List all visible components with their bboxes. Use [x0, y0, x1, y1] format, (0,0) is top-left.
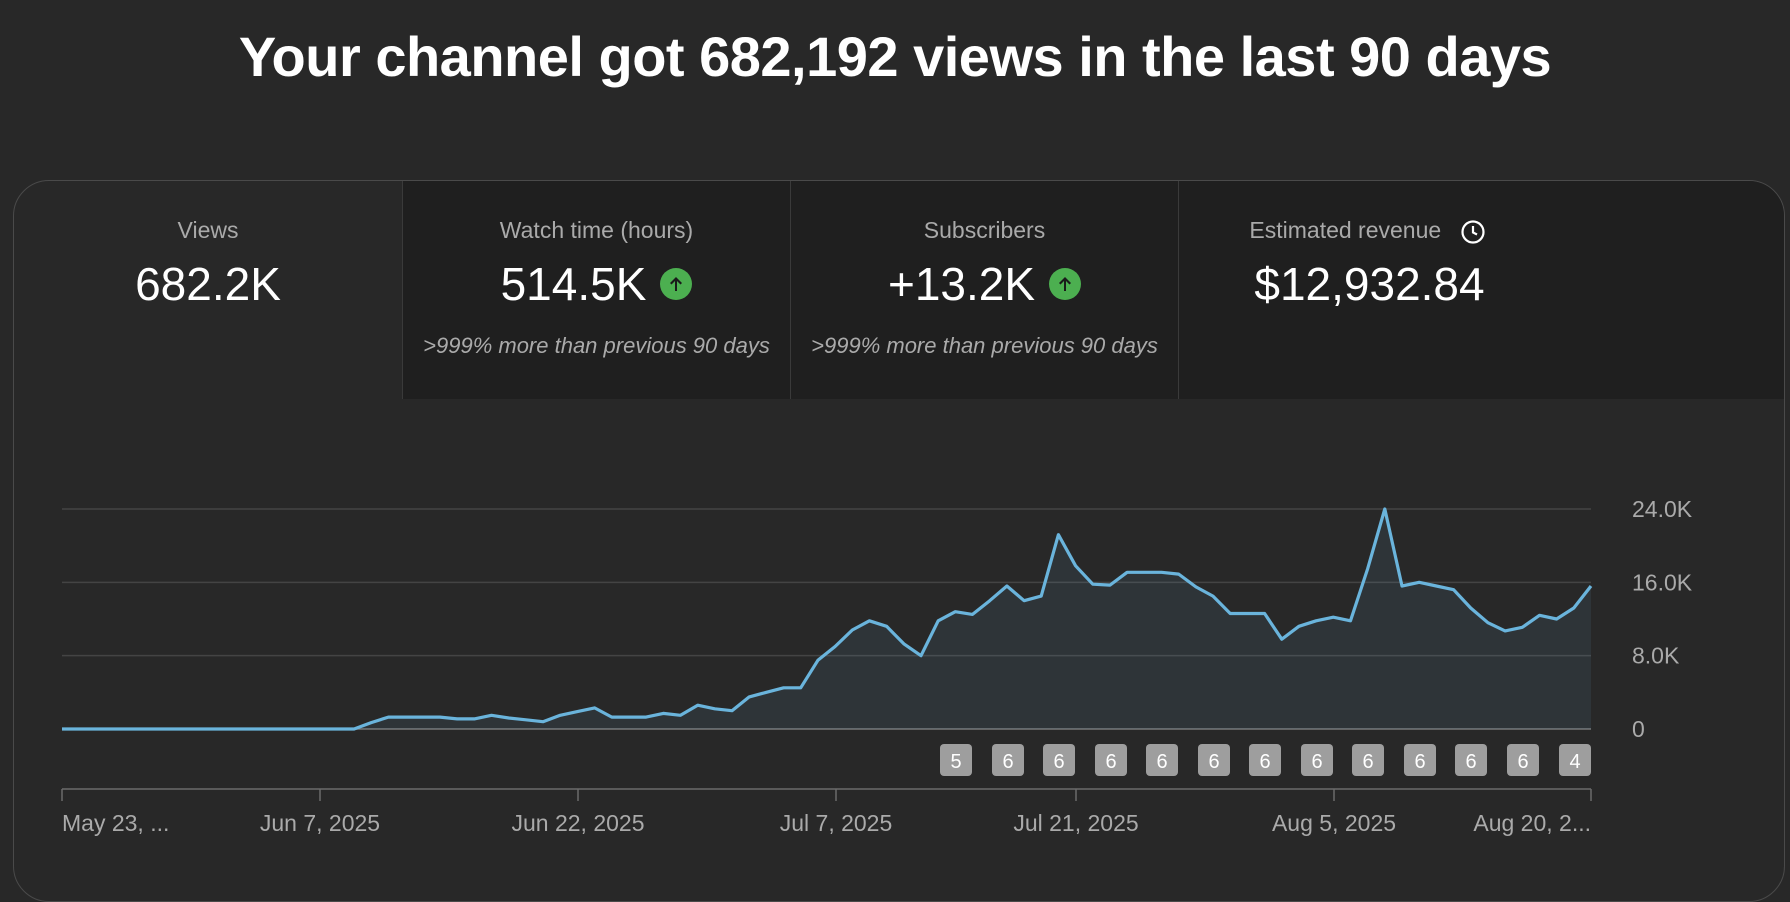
clock-icon[interactable]	[1460, 219, 1486, 245]
badge-box[interactable]	[1301, 744, 1333, 776]
badge-label: 6	[1105, 751, 1116, 773]
y-tick-label: 16.0K	[1632, 569, 1693, 595]
x-tick-label: Aug 5, 2025	[1272, 810, 1396, 836]
publish-count-badge[interactable]: 4	[1559, 744, 1591, 776]
badge-label: 6	[1208, 751, 1219, 773]
metric-comparison-note: >999% more than previous 90 days	[423, 333, 770, 358]
publish-count-badge[interactable]: 6	[1507, 744, 1539, 776]
publish-count-badge[interactable]: 6	[1404, 744, 1436, 776]
x-tick-label: May 23, ...	[62, 810, 169, 836]
x-tick-label: Jun 22, 2025	[511, 810, 644, 836]
badge-box[interactable]	[1146, 744, 1178, 776]
publish-count-badge[interactable]: 6	[1198, 744, 1230, 776]
metric-label: Subscribers	[923, 217, 1046, 243]
metric-value: 514.5K	[500, 258, 647, 310]
publish-count-badge[interactable]: 6	[1249, 744, 1281, 776]
badge-box[interactable]	[1043, 744, 1075, 776]
publish-count-badge[interactable]: 6	[1455, 744, 1487, 776]
metric-tab-watch-time[interactable]: Watch time (hours) 514.5K >999% more tha…	[402, 181, 790, 399]
metric-tabs: Views 682.2K Watch time (hours) 514.5K >…	[14, 181, 1784, 399]
badge-label: 6	[1414, 751, 1425, 773]
badge-box[interactable]	[940, 744, 972, 776]
badge-box[interactable]	[1198, 744, 1230, 776]
badge-label: 6	[1002, 751, 1013, 773]
publish-count-badge[interactable]: 6	[992, 744, 1024, 776]
page-headline: Your channel got 682,192 views in the la…	[238, 25, 1552, 88]
badge-label: 5	[950, 751, 961, 773]
trend-up-icon	[1049, 268, 1082, 300]
publish-count-badge[interactable]: 6	[1352, 744, 1384, 776]
y-tick-label: 0	[1632, 716, 1645, 742]
metric-value: +13.2K	[887, 258, 1036, 310]
metric-label: Watch time (hours)	[499, 217, 694, 243]
x-tick-label: Jul 7, 2025	[780, 810, 893, 836]
metric-label: Estimated revenue	[1249, 217, 1442, 243]
badge-label: 6	[1465, 751, 1476, 773]
metric-tab-views[interactable]: Views 682.2K	[14, 181, 402, 399]
publish-count-badge[interactable]: 6	[1095, 744, 1127, 776]
badge-label: 6	[1311, 751, 1322, 773]
badge-box[interactable]	[1404, 744, 1436, 776]
metric-tab-subscribers[interactable]: Subscribers +13.2K >999% more than previ…	[790, 181, 1178, 399]
views-series-line[interactable]	[62, 507, 1593, 731]
publish-count-badge[interactable]: 6	[1043, 744, 1075, 776]
badge-label: 6	[1156, 751, 1167, 773]
badge-box[interactable]	[1249, 744, 1281, 776]
x-tick-label: Aug 20, 2...	[1473, 810, 1591, 836]
views-line-chart: 0 8.0K 16.0K 24.0K 5 6 6 6 6 6 6 6 6 6 6 6 4 May 23, ..…	[61, 496, 1693, 836]
badge-box[interactable]	[1095, 744, 1127, 776]
x-tick-label: Jul 21, 2025	[1013, 810, 1138, 836]
analytics-card: Views 682.2K Watch time (hours) 514.5K >…	[13, 180, 1785, 902]
badge-label: 4	[1569, 751, 1580, 773]
badge-label: 6	[1517, 751, 1528, 773]
badge-box[interactable]	[1507, 744, 1539, 776]
badge-box[interactable]	[1352, 744, 1384, 776]
metric-tab-revenue[interactable]: Estimated revenue $12,932.84	[1178, 181, 1784, 399]
views-area-fill	[62, 509, 1591, 729]
badge-label: 6	[1053, 751, 1064, 773]
x-tick-label: Jun 7, 2025	[260, 810, 380, 836]
badge-label: 6	[1259, 751, 1270, 773]
metric-value: $12,932.84	[1254, 258, 1485, 310]
publish-count-badge[interactable]: 5	[940, 744, 972, 776]
badge-box[interactable]	[1559, 744, 1591, 776]
y-tick-label: 24.0K	[1632, 496, 1693, 522]
metric-value: 682.2K	[135, 258, 281, 310]
badge-label: 6	[1362, 751, 1373, 773]
badge-box[interactable]	[1455, 744, 1487, 776]
metric-comparison-note: >999% more than previous 90 days	[811, 333, 1158, 358]
metric-label: Views	[177, 217, 239, 243]
publish-count-badge[interactable]: 6	[1301, 744, 1333, 776]
y-tick-label: 8.0K	[1632, 643, 1680, 669]
publish-count-badge[interactable]: 6	[1146, 744, 1178, 776]
trend-up-icon	[660, 268, 693, 300]
badge-box[interactable]	[992, 744, 1024, 776]
